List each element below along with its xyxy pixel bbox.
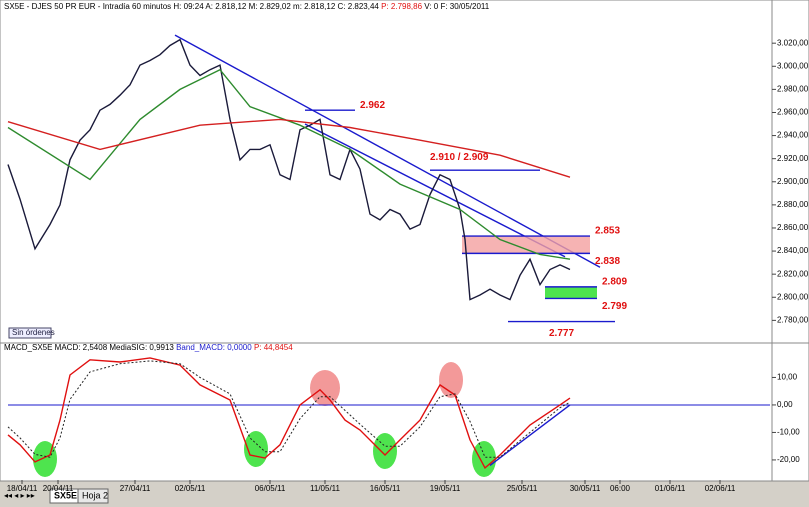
y-tick-label: 3.000,00 bbox=[777, 61, 809, 70]
circle bbox=[310, 370, 340, 406]
y-tick-label: 2.880,00 bbox=[777, 200, 809, 209]
tab-label[interactable]: Hoja 2 bbox=[82, 490, 108, 500]
x-tick-label: 16/05/11 bbox=[370, 484, 401, 493]
x-tick-label: 27/04/11 bbox=[120, 484, 151, 493]
y-tick-label: 2.960,00 bbox=[777, 108, 809, 117]
x-tick-label: 19/05/11 bbox=[430, 484, 461, 493]
zone bbox=[545, 286, 597, 299]
x-tick-label: 01/06/11 bbox=[655, 484, 686, 493]
level-label: 2.777 bbox=[549, 328, 574, 339]
price-line bbox=[7, 68, 571, 260]
y-tick-label: 2.940,00 bbox=[777, 131, 809, 140]
x-tick-label: 02/06/11 bbox=[705, 484, 736, 493]
tab-label[interactable]: SX5E bbox=[54, 490, 77, 500]
level-label: 2.838 bbox=[595, 256, 620, 267]
y-tick-label: 10,00 bbox=[777, 373, 798, 382]
y-tick-label: 2.820,00 bbox=[777, 269, 809, 278]
macd-line bbox=[7, 357, 571, 469]
y-tick-label: 3.020,00 bbox=[777, 38, 809, 47]
price-line bbox=[7, 118, 571, 178]
nav-arrows[interactable]: ◂◂ ◂ ▸ ▸▸ bbox=[4, 491, 35, 500]
circle bbox=[472, 441, 496, 477]
tab-bar bbox=[0, 483, 809, 507]
circle bbox=[373, 433, 397, 469]
y-tick-label: 2.900,00 bbox=[777, 177, 809, 186]
x-tick-label: 11/05/11 bbox=[310, 484, 341, 493]
y-tick-label: 2.840,00 bbox=[777, 246, 809, 255]
header-text: SX5E - DJES 50 PR EUR - Intradía 60 minu… bbox=[4, 2, 379, 11]
y-tick-label: 2.800,00 bbox=[777, 292, 809, 301]
orders-button-label[interactable]: Sin órdenes bbox=[12, 328, 55, 337]
header-band: Band_MACD: 0,0000 bbox=[176, 343, 252, 352]
level-label: 2.962 bbox=[360, 100, 385, 111]
level-label: 2.910 / 2.909 bbox=[430, 152, 489, 163]
header-last: P: 44,8454 bbox=[254, 343, 293, 352]
highlight-circles bbox=[33, 362, 496, 477]
level-label: 2.809 bbox=[602, 277, 627, 288]
header-text: MACD_SX5E MACD: 2,5408 MediaSIG: 0,9913 bbox=[4, 343, 176, 352]
level-label: 2.799 bbox=[602, 301, 627, 312]
trendline bbox=[304, 123, 566, 258]
x-tick-label: 06:00 bbox=[610, 484, 631, 493]
header-end: V: 0 F: 30/05/2011 bbox=[424, 2, 489, 11]
y-tick-label: 2.980,00 bbox=[777, 84, 809, 93]
macd-line bbox=[7, 360, 571, 458]
trendline bbox=[489, 404, 571, 466]
y-tick-label: 2.780,00 bbox=[777, 315, 809, 324]
orders-button[interactable] bbox=[8, 327, 52, 339]
x-tick-label: 20/04/11 bbox=[43, 484, 74, 493]
macd-header: MACD_SX5E MACD: 2,5408 MediaSIG: 0,9913 … bbox=[4, 343, 293, 352]
macd-panel bbox=[0, 342, 809, 482]
x-tick-label: 02/05/11 bbox=[175, 484, 206, 493]
y-tick-label: 2.860,00 bbox=[777, 223, 809, 232]
price-line bbox=[7, 38, 571, 301]
x-tick-label: 06/05/11 bbox=[255, 484, 286, 493]
circle bbox=[33, 441, 57, 477]
price-header: SX5E - DJES 50 PR EUR - Intradía 60 minu… bbox=[4, 2, 490, 11]
level-label: 2.853 bbox=[595, 226, 620, 237]
header-last: P: 2.798,86 bbox=[381, 2, 422, 11]
x-tick-label: 30/05/11 bbox=[570, 484, 601, 493]
x-tick-label: 18/04/11 bbox=[7, 484, 38, 493]
y-tick-label: -20,00 bbox=[777, 455, 800, 464]
x-tick-label: 25/05/11 bbox=[507, 484, 538, 493]
zone bbox=[462, 236, 590, 254]
tab[interactable] bbox=[77, 488, 109, 504]
y-tick-label: -10,00 bbox=[777, 428, 800, 437]
y-tick-label: 0,00 bbox=[777, 400, 793, 409]
trendline bbox=[174, 34, 601, 268]
price-panel bbox=[0, 0, 809, 344]
y-tick-label: 2.920,00 bbox=[777, 154, 809, 163]
